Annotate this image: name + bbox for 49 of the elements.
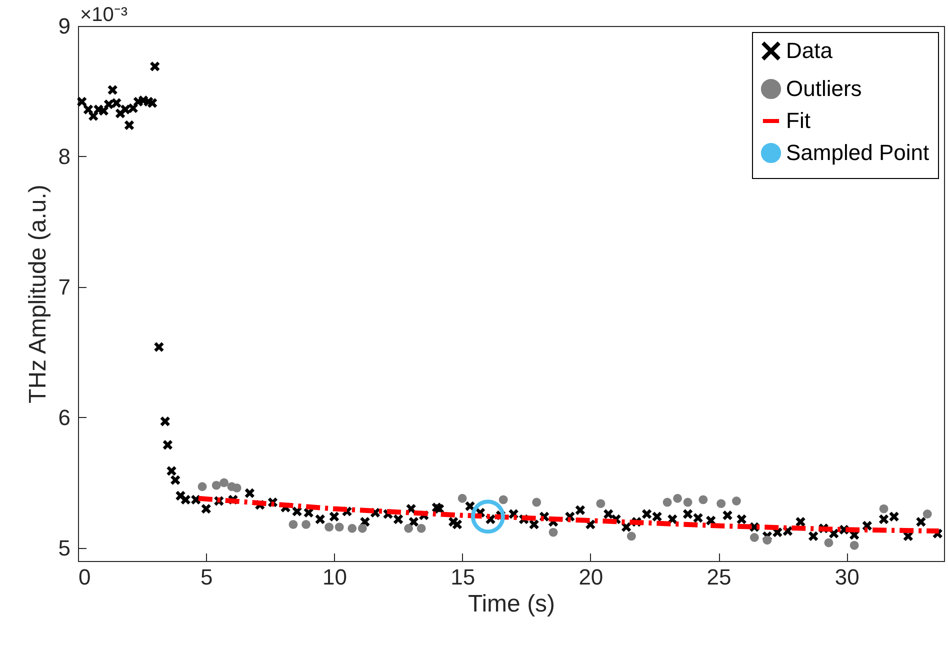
point bbox=[662, 498, 672, 507]
point bbox=[673, 494, 682, 503]
point bbox=[302, 520, 310, 529]
point bbox=[334, 522, 344, 532]
point bbox=[762, 536, 772, 545]
y-tick-label: 5 bbox=[58, 535, 70, 560]
point bbox=[288, 520, 298, 529]
point bbox=[732, 496, 741, 506]
point bbox=[212, 480, 221, 490]
x-tick-label: 30 bbox=[834, 564, 860, 590]
point bbox=[498, 495, 508, 504]
x-tick-label: 5 bbox=[200, 564, 213, 590]
x-tick-label: 15 bbox=[450, 564, 476, 590]
point bbox=[532, 498, 542, 507]
point bbox=[220, 478, 229, 488]
y-tick-label: 6 bbox=[58, 404, 70, 430]
point bbox=[879, 504, 888, 514]
y-tick-label: 9 bbox=[58, 14, 70, 38]
legend-label: Sampled Point bbox=[786, 140, 930, 165]
y-tick-label: 7 bbox=[58, 274, 70, 300]
point bbox=[922, 510, 932, 518]
point bbox=[348, 524, 357, 533]
point bbox=[683, 498, 692, 507]
x-tick-label: 20 bbox=[578, 564, 604, 590]
legend-label: Fit bbox=[786, 108, 810, 133]
point bbox=[404, 524, 413, 533]
point bbox=[850, 540, 859, 550]
legend-label: Outliers bbox=[786, 76, 862, 101]
point bbox=[232, 483, 242, 492]
y-tick-label: 8 bbox=[58, 144, 70, 169]
point bbox=[626, 532, 636, 541]
x-axis-title: Time (s) bbox=[468, 590, 556, 618]
legend-label: Data bbox=[786, 38, 834, 63]
point bbox=[358, 524, 367, 533]
point bbox=[548, 528, 558, 537]
point bbox=[824, 538, 834, 548]
x-tick-label: 0 bbox=[78, 564, 91, 590]
x-tick-label: 25 bbox=[706, 564, 732, 590]
x-tick-label: 10 bbox=[322, 564, 347, 590]
point bbox=[458, 494, 467, 503]
point bbox=[750, 533, 759, 542]
point bbox=[698, 495, 708, 504]
point bbox=[416, 524, 426, 533]
y-axis-title: THz Amplitude (a.u.) bbox=[24, 184, 52, 404]
point bbox=[716, 499, 726, 508]
point bbox=[198, 482, 207, 492]
point bbox=[596, 499, 606, 508]
text: ×10⁻³ bbox=[80, 4, 128, 26]
point bbox=[324, 522, 334, 532]
